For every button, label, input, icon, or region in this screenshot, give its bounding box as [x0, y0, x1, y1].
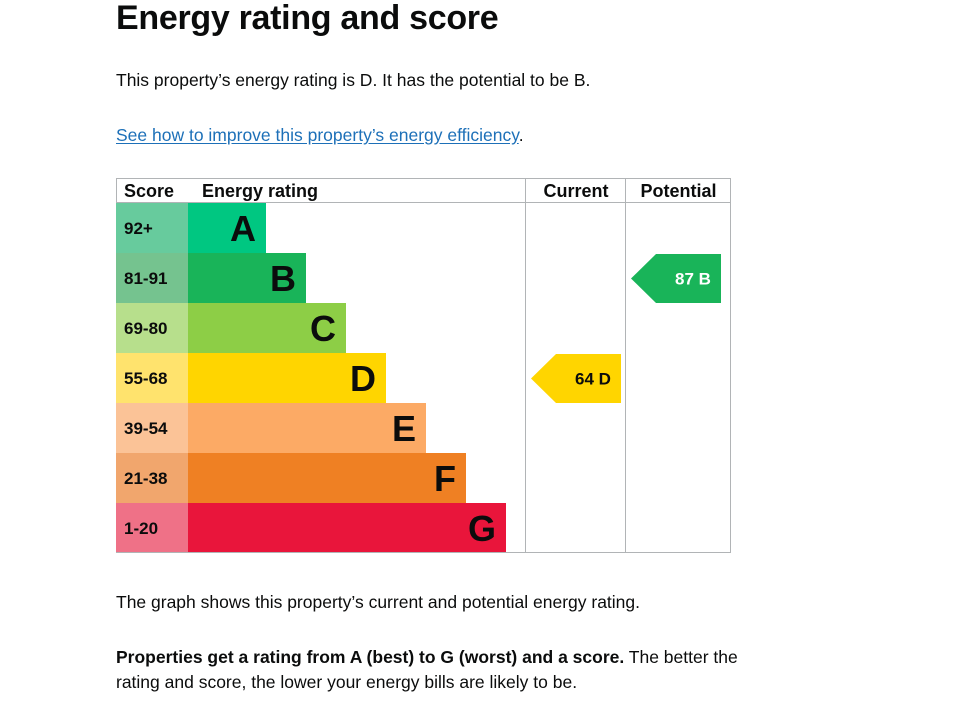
potential-rating-arrow — [631, 254, 721, 303]
rating-letter-b: B — [270, 258, 296, 299]
current-rating-arrow — [531, 354, 621, 403]
score-range-e: 39-54 — [124, 419, 168, 438]
rating-bar-a — [188, 203, 266, 253]
header-score: Score — [124, 181, 174, 201]
improve-link-line: See how to improve this property’s energ… — [116, 123, 524, 148]
rating-letter-e: E — [392, 408, 416, 449]
rating-letter-a: A — [230, 208, 256, 249]
score-cell-d — [116, 353, 188, 403]
improve-efficiency-link[interactable]: See how to improve this property’s energ… — [116, 125, 519, 145]
rating-explanation-bold: Properties get a rating from A (best) to… — [116, 647, 625, 667]
score-cell-g — [116, 503, 188, 553]
rating-explanation-rest: The better the rating and score, the low… — [116, 647, 738, 692]
rating-bar-f — [188, 453, 466, 503]
rating-explanation: Properties get a rating from A (best) to… — [116, 645, 756, 695]
header-current: Current — [543, 181, 608, 201]
rating-letter-c: C — [310, 308, 336, 349]
current-rating-arrow-label: 64 D — [575, 370, 611, 389]
rating-bar-g — [188, 503, 506, 553]
rating-bar-e — [188, 403, 426, 453]
rating-letter-g: G — [468, 508, 496, 549]
score-cell-e — [116, 403, 188, 453]
header-potential: Potential — [640, 181, 716, 201]
score-range-c: 69-80 — [124, 319, 167, 338]
score-cell-f — [116, 453, 188, 503]
rating-bar-c — [188, 303, 346, 353]
rating-bar-d — [188, 353, 386, 403]
header-energy-rating: Energy rating — [202, 181, 318, 201]
score-range-b: 81-91 — [124, 269, 167, 288]
score-cell-c — [116, 303, 188, 353]
graph-caption: The graph shows this property’s current … — [116, 592, 641, 612]
page-title: Energy rating and score — [116, 0, 499, 37]
score-range-g: 1-20 — [124, 519, 158, 538]
rating-letter-d: D — [350, 358, 376, 399]
rating-bar-b — [188, 253, 306, 303]
rating-letter-f: F — [434, 458, 456, 499]
score-cell-a — [116, 203, 188, 253]
potential-rating-arrow-label: 87 B — [675, 270, 711, 289]
link-suffix: . — [518, 125, 524, 145]
rating-summary: This property’s energy rating is D. It h… — [116, 70, 591, 90]
score-range-d: 55-68 — [124, 369, 167, 388]
score-range-a: 92+ — [124, 219, 153, 238]
score-cell-b — [116, 253, 188, 303]
score-range-f: 21-38 — [124, 469, 167, 488]
